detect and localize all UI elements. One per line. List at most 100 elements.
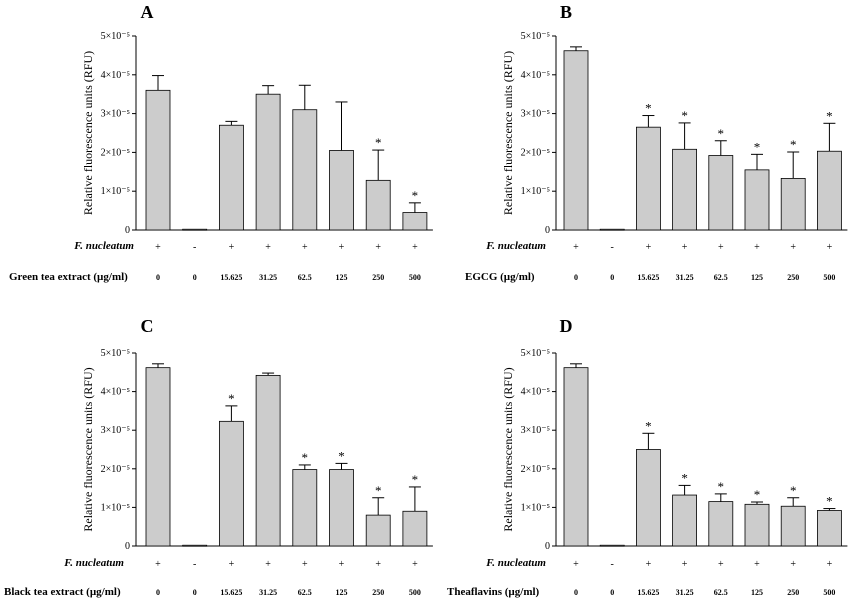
- fn-presence-mark: +: [573, 242, 579, 253]
- x-tick-label: 0: [156, 273, 160, 282]
- y-tick-label: 2×10⁻⁵: [101, 147, 130, 158]
- bar: [329, 150, 354, 231]
- x-tick-label: 0: [610, 588, 614, 597]
- fn-presence-mark: +: [646, 242, 652, 253]
- significance-asterisk: *: [338, 448, 345, 463]
- fn-presence-mark: +: [302, 559, 308, 570]
- significance-asterisk: *: [375, 135, 382, 150]
- bar: [145, 89, 171, 231]
- fn-presence-mark: +: [155, 242, 161, 253]
- fn-presence-mark: +: [790, 559, 796, 570]
- bar: [636, 449, 661, 547]
- y-tick-label: 3×10⁻⁵: [101, 425, 130, 436]
- bar: [365, 514, 391, 547]
- y-tick-label: 5×10⁻⁵: [521, 348, 550, 359]
- significance-asterisk: *: [826, 108, 833, 123]
- x-tick-label: 62.5: [298, 588, 312, 597]
- bar: [182, 544, 208, 547]
- significance-asterisk: *: [645, 101, 652, 116]
- panel-b: B 0 1×10⁻⁵ 2×10⁻⁵ 3×10⁻⁵ 4×10⁻⁵ 5×10⁻⁵ Relative…: [465, 2, 848, 283]
- x-tick-label: 125: [336, 273, 348, 282]
- bar: [708, 501, 734, 547]
- bar: [780, 177, 806, 231]
- x-tick-label: 125: [751, 273, 763, 282]
- bar: [636, 126, 661, 231]
- fn-presence-mark: +: [265, 242, 271, 253]
- significance-asterisk: *: [681, 108, 688, 123]
- y-tick-label: 2×10⁻⁵: [521, 147, 550, 158]
- y-tick-label: 3×10⁻⁵: [101, 109, 130, 120]
- fn-presence-mark: +: [155, 559, 161, 570]
- fn-presence-mark: +: [265, 559, 271, 570]
- y-tick-label: 0: [125, 225, 130, 236]
- x-tick-label: 15.625: [637, 588, 659, 597]
- y-tick-label: 3×10⁻⁵: [521, 109, 550, 120]
- x-tick-label: 250: [787, 588, 799, 597]
- x-tick-label: 0: [193, 588, 197, 597]
- x-tick-label: 500: [409, 273, 421, 282]
- x-tick-label: 62.5: [714, 273, 728, 282]
- bar: [563, 50, 589, 231]
- bar: [402, 510, 428, 547]
- fn-presence-mark: +: [754, 559, 760, 570]
- significance-asterisk: *: [826, 494, 833, 509]
- y-tick-label: 1×10⁻⁵: [521, 186, 550, 197]
- y-tick-label: 0: [545, 541, 550, 552]
- bar: [744, 169, 770, 231]
- panel-letter: B: [560, 2, 572, 22]
- significance-asterisk: *: [645, 418, 652, 433]
- panel-letter: C: [141, 316, 154, 336]
- x-tick-label: 0: [610, 273, 614, 282]
- bar: [672, 494, 697, 547]
- fn-row-label: F. nucleatum: [63, 557, 124, 569]
- x-tick-label: 15.625: [220, 588, 242, 597]
- bar: [255, 374, 281, 547]
- treatment-row-label: Theaflavins (µg/ml): [447, 586, 540, 598]
- treatment-row-label: Black tea extract (µg/ml): [4, 586, 121, 598]
- fn-presence-mark: +: [682, 559, 688, 570]
- bar: [672, 148, 697, 231]
- fn-presence-mark: +: [302, 242, 308, 253]
- bar: [218, 420, 244, 547]
- y-tick-label: 1×10⁻⁵: [101, 186, 130, 197]
- x-tick-label: 0: [193, 273, 197, 282]
- fn-presence-mark: +: [375, 559, 381, 570]
- bar: [817, 510, 842, 547]
- y-axis-label: Relative fluorescence units (RFU): [501, 51, 515, 215]
- x-tick-label: 500: [823, 588, 835, 597]
- bar: [402, 212, 428, 231]
- fn-presence-mark: +: [790, 242, 796, 253]
- y-tick-label: 2×10⁻⁵: [521, 464, 550, 475]
- fn-presence-mark: +: [827, 242, 833, 253]
- x-tick-label: 31.25: [259, 273, 277, 282]
- fn-presence-mark: +: [229, 559, 235, 570]
- significance-asterisk: *: [302, 450, 309, 465]
- x-tick-label: 125: [751, 588, 763, 597]
- bar: [599, 544, 625, 547]
- y-tick-label: 1×10⁻⁵: [521, 502, 550, 513]
- y-tick-label: 4×10⁻⁵: [521, 70, 550, 81]
- bar: [780, 505, 806, 547]
- bar: [365, 179, 391, 231]
- bar: [292, 109, 318, 231]
- y-tick-label: 5×10⁻⁵: [101, 348, 130, 359]
- x-tick-label: 31.25: [259, 588, 277, 597]
- bar: [744, 503, 770, 547]
- significance-asterisk: *: [375, 483, 382, 498]
- fn-presence-mark: +: [718, 242, 724, 253]
- fn-presence-mark: +: [754, 242, 760, 253]
- bar: [145, 367, 171, 547]
- fn-presence-mark: +: [339, 242, 345, 253]
- fn-presence-mark: -: [611, 559, 614, 570]
- bar: [182, 228, 208, 231]
- bar: [817, 150, 842, 231]
- significance-asterisk: *: [718, 479, 725, 494]
- x-tick-label: 500: [409, 588, 421, 597]
- fn-presence-mark: +: [646, 559, 652, 570]
- y-tick-label: 0: [125, 541, 130, 552]
- y-axis-label: Relative fluorescence units (RFU): [81, 367, 95, 531]
- y-tick-label: 4×10⁻⁵: [101, 70, 130, 81]
- significance-asterisk: *: [790, 483, 797, 498]
- x-tick-label: 62.5: [298, 273, 312, 282]
